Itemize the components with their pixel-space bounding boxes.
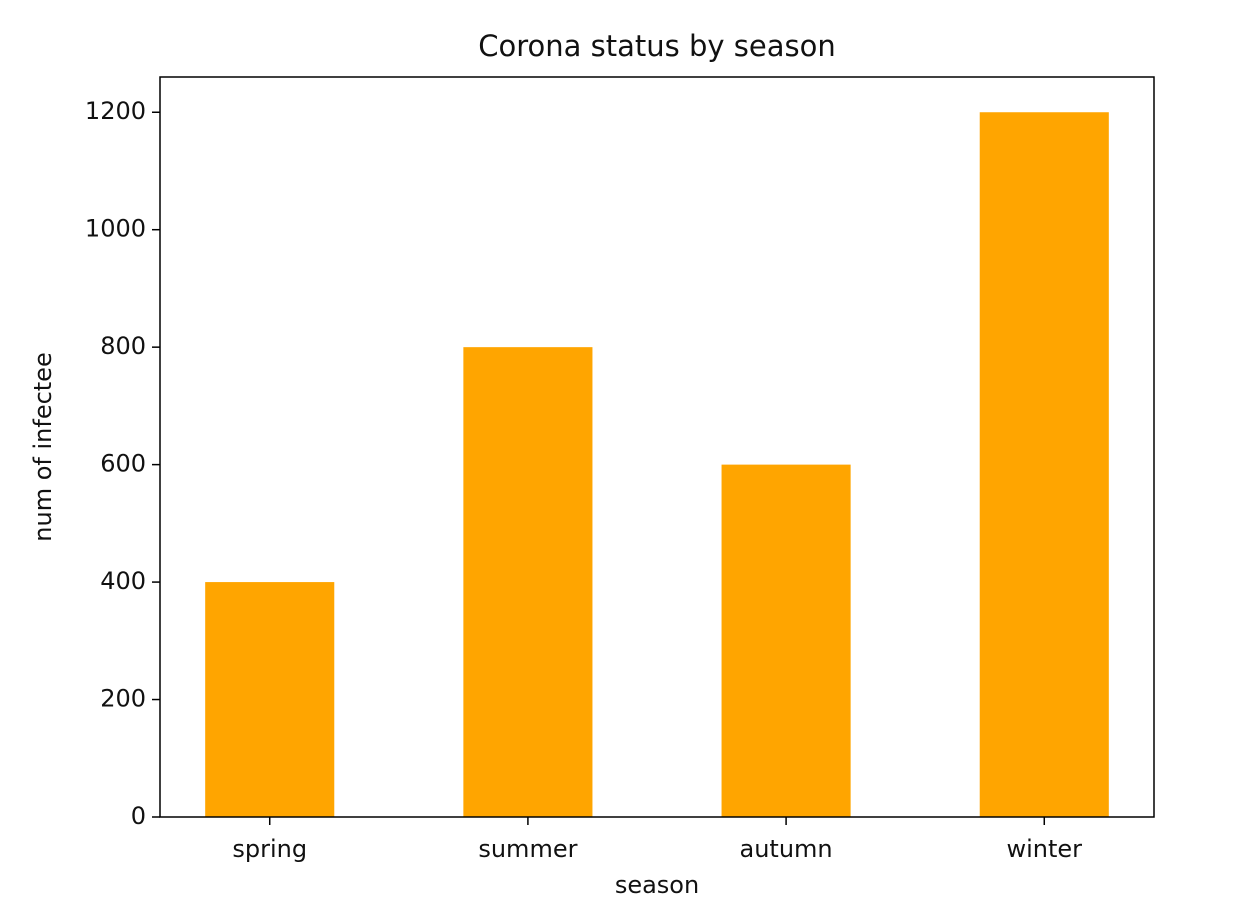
x-axis-label: season (615, 871, 699, 899)
y-axis-label: num of infectee (29, 352, 57, 541)
bar (721, 464, 851, 817)
x-tick-label: winter (1006, 835, 1082, 863)
y-tick-label: 200 (100, 685, 146, 713)
chart-title: Corona status by season (478, 29, 835, 63)
x-tick-label: autumn (740, 835, 833, 863)
y-tick-label: 400 (100, 567, 146, 595)
plot-frame (159, 76, 1155, 818)
x-tick-label: spring (232, 835, 307, 863)
y-tick-label: 600 (100, 450, 146, 478)
y-tick-label: 1200 (85, 97, 146, 125)
y-tick-label: 800 (100, 332, 146, 360)
y-tick-label: 1000 (85, 215, 146, 243)
bar (205, 582, 335, 817)
bar (979, 112, 1109, 817)
y-tick-label: 0 (131, 802, 146, 830)
bar (463, 347, 593, 817)
x-tick-label: summer (478, 835, 577, 863)
